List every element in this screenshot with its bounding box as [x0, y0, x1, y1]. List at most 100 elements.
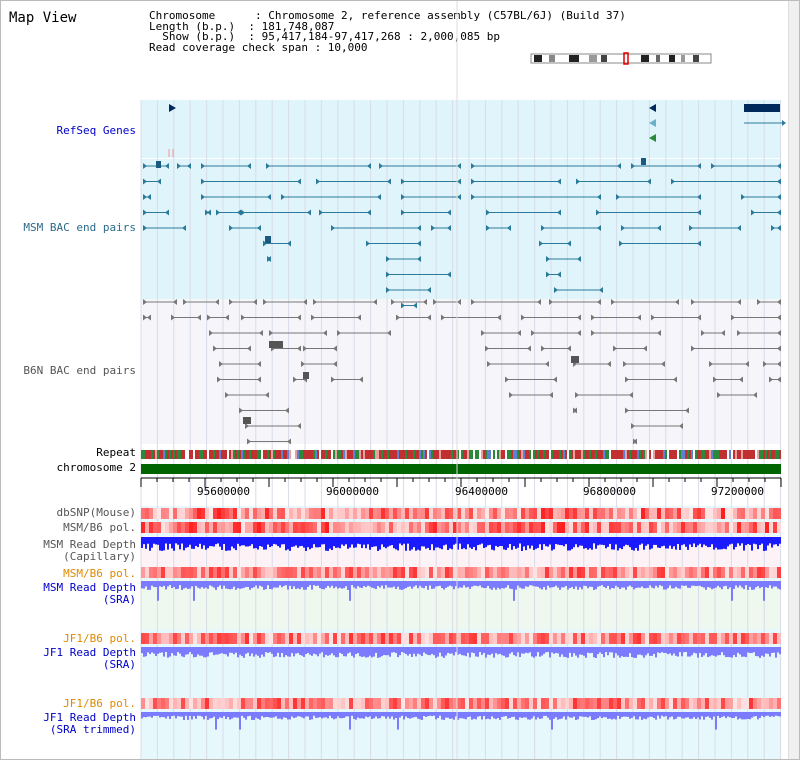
- depth-bar: [685, 647, 687, 652]
- heat-cell: [521, 508, 525, 519]
- depth-bar: [407, 712, 409, 719]
- depth-bar: [417, 712, 419, 719]
- heat-cell: [681, 567, 685, 578]
- heat-cell: [537, 633, 541, 644]
- gene-block[interactable]: [744, 104, 780, 112]
- depth-bar: [631, 712, 633, 718]
- heat-cell: [637, 633, 641, 644]
- heat-cell: [561, 522, 565, 533]
- heat-cell: [501, 698, 505, 709]
- heat-cell: [405, 633, 409, 644]
- track-label-chromosome[interactable]: chromosome 2: [56, 461, 136, 474]
- heat-cell: [361, 633, 365, 644]
- track-label-msm-b6-pol-sra[interactable]: MSM/B6 pol.: [63, 567, 136, 580]
- heat-cell: [465, 567, 469, 578]
- depth-bar: [379, 581, 381, 588]
- heat-cell: [713, 522, 717, 533]
- chromosome-ideogram[interactable]: [530, 52, 712, 65]
- heat-cell: [237, 522, 241, 533]
- heat-cell: [221, 522, 225, 533]
- depth-bar: [555, 712, 557, 718]
- heat-cell: [401, 633, 405, 644]
- track-label-jf1-depth-trimmed[interactable]: JF1 Read Depth (SRA trimmed): [43, 711, 136, 736]
- depth-bar: [525, 647, 527, 653]
- track-label-refseq[interactable]: RefSeq Genes: [56, 124, 136, 137]
- depth-bar: [149, 712, 151, 717]
- bac-end-marker: [554, 287, 558, 293]
- heat-cell: [357, 567, 361, 578]
- vertical-scrollbar[interactable]: [788, 1, 799, 759]
- heat-cell: [609, 633, 613, 644]
- depth-bar: [637, 647, 639, 655]
- track-label-jf1-depth-sra[interactable]: JF1 Read Depth (SRA): [43, 646, 136, 671]
- depth-bar: [471, 712, 473, 720]
- track-label-dbsnp[interactable]: dbSNP(Mouse): [56, 506, 136, 519]
- track-label-msm-b6-pol[interactable]: MSM/B6 pol.: [63, 521, 136, 534]
- repeat-band: [547, 450, 549, 459]
- depth-bar: [265, 537, 267, 550]
- track-label-msm-bac[interactable]: MSM BAC end pairs: [23, 221, 136, 234]
- track-label-b6n-bac[interactable]: B6N BAC end pairs: [23, 364, 136, 377]
- heat-cell: [641, 633, 645, 644]
- depth-bar: [571, 581, 573, 588]
- depth-bar: [147, 581, 149, 590]
- track-label-jf1-b6-pol[interactable]: JF1/B6 pol.: [63, 632, 136, 645]
- gene-marker[interactable]: [649, 134, 656, 142]
- heat-cell: [477, 567, 481, 578]
- repeat-band: [771, 450, 773, 459]
- heat-cell: [585, 633, 589, 644]
- refseq-genes[interactable]: [168, 104, 786, 157]
- polymorphism-heatmaps[interactable]: [141, 508, 781, 709]
- msm-bac-pairs[interactable]: [143, 158, 781, 309]
- bac-end-marker: [447, 271, 451, 278]
- depth-bar: [697, 712, 699, 718]
- heat-cell: [421, 698, 425, 709]
- repeat-band: [313, 450, 315, 459]
- heat-cell: [449, 633, 453, 644]
- repeat-band: [415, 450, 417, 459]
- bac-end-marker: [689, 225, 693, 231]
- depth-bar: [769, 647, 771, 657]
- depth-bar: [733, 647, 735, 656]
- track-label-msm-depth-sra[interactable]: MSM Read Depth (SRA): [43, 581, 136, 606]
- heat-cell: [477, 522, 481, 533]
- depth-bar: [465, 647, 467, 657]
- depth-bar: [605, 647, 607, 653]
- depth-bar: [451, 581, 453, 587]
- b6n-bac-pairs[interactable]: [143, 299, 781, 445]
- heat-cell: [241, 633, 245, 644]
- depth-bar: [385, 647, 387, 656]
- chromosome-bar[interactable]: [141, 464, 781, 474]
- heat-cell: [329, 633, 333, 644]
- repeat-track[interactable]: [141, 450, 781, 459]
- depth-bar: [633, 581, 635, 590]
- depth-bar: [295, 712, 297, 718]
- depth-bar: [277, 537, 279, 547]
- track-label-repeat[interactable]: Repeat: [96, 446, 136, 459]
- depth-bar: [513, 537, 515, 547]
- depth-bar: [529, 712, 531, 720]
- bac-end-marker: [263, 299, 267, 305]
- depth-bar: [485, 537, 487, 548]
- info-show-range: Show (b.p.) : 95,417,184-97,417,268 : 2,…: [149, 30, 500, 43]
- read-depth-tracks[interactable]: [141, 537, 781, 730]
- heat-cell: [701, 567, 705, 578]
- depth-bar: [173, 647, 175, 656]
- gene-marker[interactable]: [169, 104, 176, 112]
- repeat-band: [615, 450, 617, 459]
- gene-marker[interactable]: [649, 104, 656, 112]
- heat-cell: [177, 522, 181, 533]
- repeat-band: [707, 450, 709, 459]
- depth-bar: [779, 647, 781, 655]
- heat-cell: [349, 567, 353, 578]
- depth-bar: [323, 647, 325, 658]
- heat-cell: [489, 633, 493, 644]
- depth-bar: [395, 537, 397, 550]
- heat-cell: [405, 698, 409, 709]
- track-label-jf1-b6-pol-2[interactable]: JF1/B6 pol.: [63, 697, 136, 710]
- bac-end-marker: [751, 209, 755, 216]
- track-label-msm-depth-capillary[interactable]: MSM Read Depth (Capillary): [43, 538, 136, 563]
- gene-marker[interactable]: [649, 119, 656, 127]
- depth-bar: [371, 712, 373, 719]
